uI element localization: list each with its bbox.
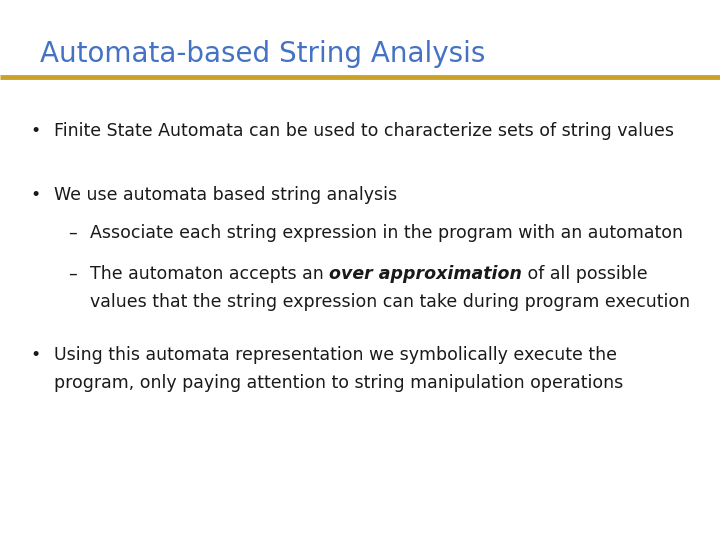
Text: of all possible: of all possible (522, 265, 648, 282)
Text: Finite State Automata can be used to characterize sets of string values: Finite State Automata can be used to cha… (54, 122, 674, 139)
Text: We use automata based string analysis: We use automata based string analysis (54, 186, 397, 204)
Text: Using this automata representation we symbolically execute the: Using this automata representation we sy… (54, 346, 617, 363)
Text: values that the string expression can take during program execution: values that the string expression can ta… (90, 293, 690, 310)
Text: Associate each string expression in the program with an automaton: Associate each string expression in the … (90, 224, 683, 242)
Text: Automata-based String Analysis: Automata-based String Analysis (40, 40, 485, 69)
Text: •: • (30, 122, 40, 139)
Text: The automaton accepts an: The automaton accepts an (90, 265, 329, 282)
Text: over approximation: over approximation (329, 265, 522, 282)
Text: –: – (68, 224, 77, 242)
Text: program, only paying attention to string manipulation operations: program, only paying attention to string… (54, 374, 624, 391)
Text: –: – (68, 265, 77, 282)
Text: •: • (30, 186, 40, 204)
Text: •: • (30, 346, 40, 363)
